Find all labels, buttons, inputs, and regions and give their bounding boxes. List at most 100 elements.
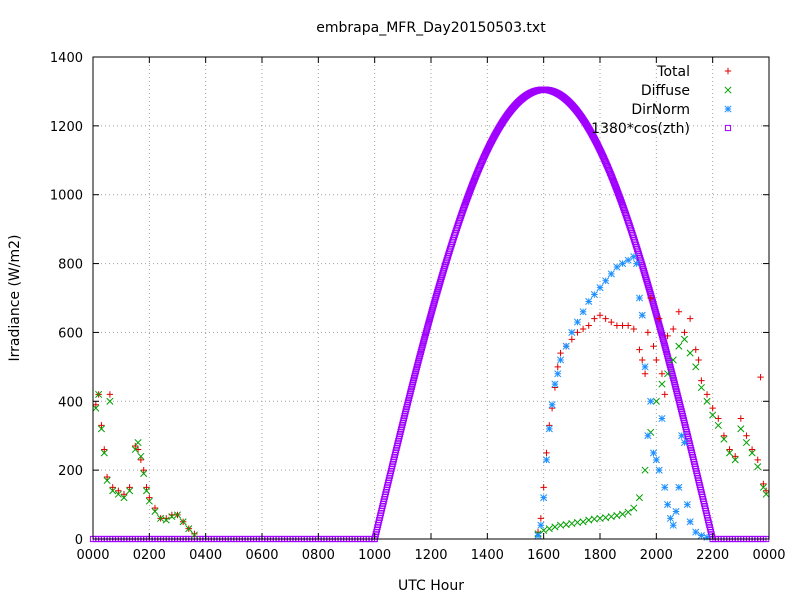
- point-star-shape: [658, 414, 666, 423]
- point-cross: [607, 513, 615, 521]
- point-cross-shape: [664, 370, 672, 378]
- point-square-shape: [438, 275, 445, 282]
- point-plus-shape: [103, 473, 111, 481]
- point-cross: [100, 449, 108, 457]
- point-plus-shape: [661, 391, 668, 398]
- legend-marker-shape: [724, 67, 732, 75]
- point-plus-shape: [692, 346, 699, 353]
- point-star-shape: [545, 425, 553, 433]
- point-plus: [661, 391, 668, 398]
- point-star-shape: [664, 501, 672, 509]
- point-plus-shape: [568, 336, 576, 343]
- point-cross: [585, 516, 593, 524]
- point-plus: [619, 322, 626, 329]
- legend-label: 1380*cos(zth): [591, 121, 690, 137]
- point-plus-shape: [140, 466, 147, 474]
- point-star: [579, 308, 587, 316]
- point-cross-shape: [602, 514, 610, 522]
- point-cross: [720, 435, 728, 443]
- point-plus: [636, 346, 643, 353]
- point-cross-shape: [134, 439, 142, 447]
- point-square: [432, 293, 440, 300]
- point-plus: [639, 356, 646, 364]
- point-plus: [760, 480, 767, 488]
- point-plus: [537, 515, 545, 522]
- point-cross: [568, 519, 576, 528]
- point-star: [551, 380, 559, 388]
- point-cross-shape: [142, 487, 151, 495]
- point-square: [650, 303, 658, 310]
- point-cross-shape: [131, 445, 139, 454]
- point-plus: [191, 530, 198, 538]
- point-star: [618, 260, 627, 268]
- point-square: [421, 334, 428, 341]
- point-star: [573, 318, 582, 326]
- y-tick-label: 400: [58, 395, 83, 410]
- point-plus: [103, 473, 111, 481]
- point-square-shape: [647, 289, 654, 296]
- point-cross: [140, 470, 148, 478]
- point-cross: [737, 425, 745, 433]
- point-square: [425, 319, 432, 326]
- point-square: [426, 317, 433, 324]
- point-star: [678, 432, 686, 440]
- point-star-shape: [579, 308, 587, 316]
- point-plus-shape: [655, 315, 663, 322]
- point-star-shape: [669, 521, 677, 529]
- point-star: [703, 533, 711, 541]
- point-star-shape: [534, 532, 542, 540]
- point-star-shape: [683, 501, 691, 509]
- point-plus-shape: [681, 329, 688, 336]
- point-plus: [630, 325, 637, 333]
- point-plus: [568, 336, 576, 343]
- point-plus-shape: [639, 356, 646, 364]
- point-cross: [106, 397, 114, 405]
- point-cross: [120, 494, 128, 502]
- point-cross-shape: [641, 466, 649, 474]
- point-plus: [579, 325, 587, 333]
- axis-ticks: 0000 0200 0400 0600 0800 1000 1200 1400 1600 1800…: [50, 51, 786, 563]
- point-square-shape: [430, 303, 437, 310]
- point-square: [427, 313, 434, 320]
- point-cross-shape: [151, 507, 159, 516]
- point-square: [646, 287, 653, 294]
- point-plus: [106, 391, 114, 398]
- point-cross: [630, 504, 638, 512]
- point-square-shape: [434, 289, 441, 296]
- point-star: [596, 284, 604, 292]
- point-square-shape: [652, 309, 659, 316]
- point-square: [430, 303, 437, 310]
- point-square: [436, 279, 444, 286]
- point-cross-shape: [613, 512, 621, 520]
- point-plus: [681, 329, 688, 336]
- point-plus: [653, 356, 660, 364]
- point-square: [649, 299, 657, 306]
- point-square-shape: [431, 299, 438, 306]
- point-square-shape: [651, 305, 658, 312]
- point-star-shape: [596, 284, 604, 292]
- point-plus: [695, 356, 702, 364]
- point-cross-shape: [669, 356, 677, 364]
- point-cross-shape: [137, 452, 145, 460]
- point-star-shape: [624, 256, 632, 264]
- point-cross-shape: [692, 363, 700, 371]
- point-square: [437, 277, 444, 284]
- point-plus-shape: [109, 484, 116, 491]
- point-plus-shape: [726, 446, 733, 453]
- point-plus-shape: [596, 312, 604, 319]
- point-star: [607, 270, 615, 278]
- point-star-shape: [573, 318, 582, 326]
- point-square: [644, 281, 651, 288]
- point-star: [647, 397, 655, 405]
- point-star-shape: [537, 521, 545, 529]
- x-tick-label: 0600: [245, 548, 278, 563]
- point-star: [534, 532, 542, 540]
- point-square-shape: [654, 317, 662, 324]
- point-plus: [757, 373, 764, 381]
- point-square-shape: [657, 327, 664, 334]
- point-square-shape: [422, 329, 430, 337]
- point-plus-shape: [737, 415, 745, 422]
- point-cross: [680, 335, 689, 343]
- point-cross: [97, 425, 106, 433]
- point-plus-shape: [695, 356, 702, 364]
